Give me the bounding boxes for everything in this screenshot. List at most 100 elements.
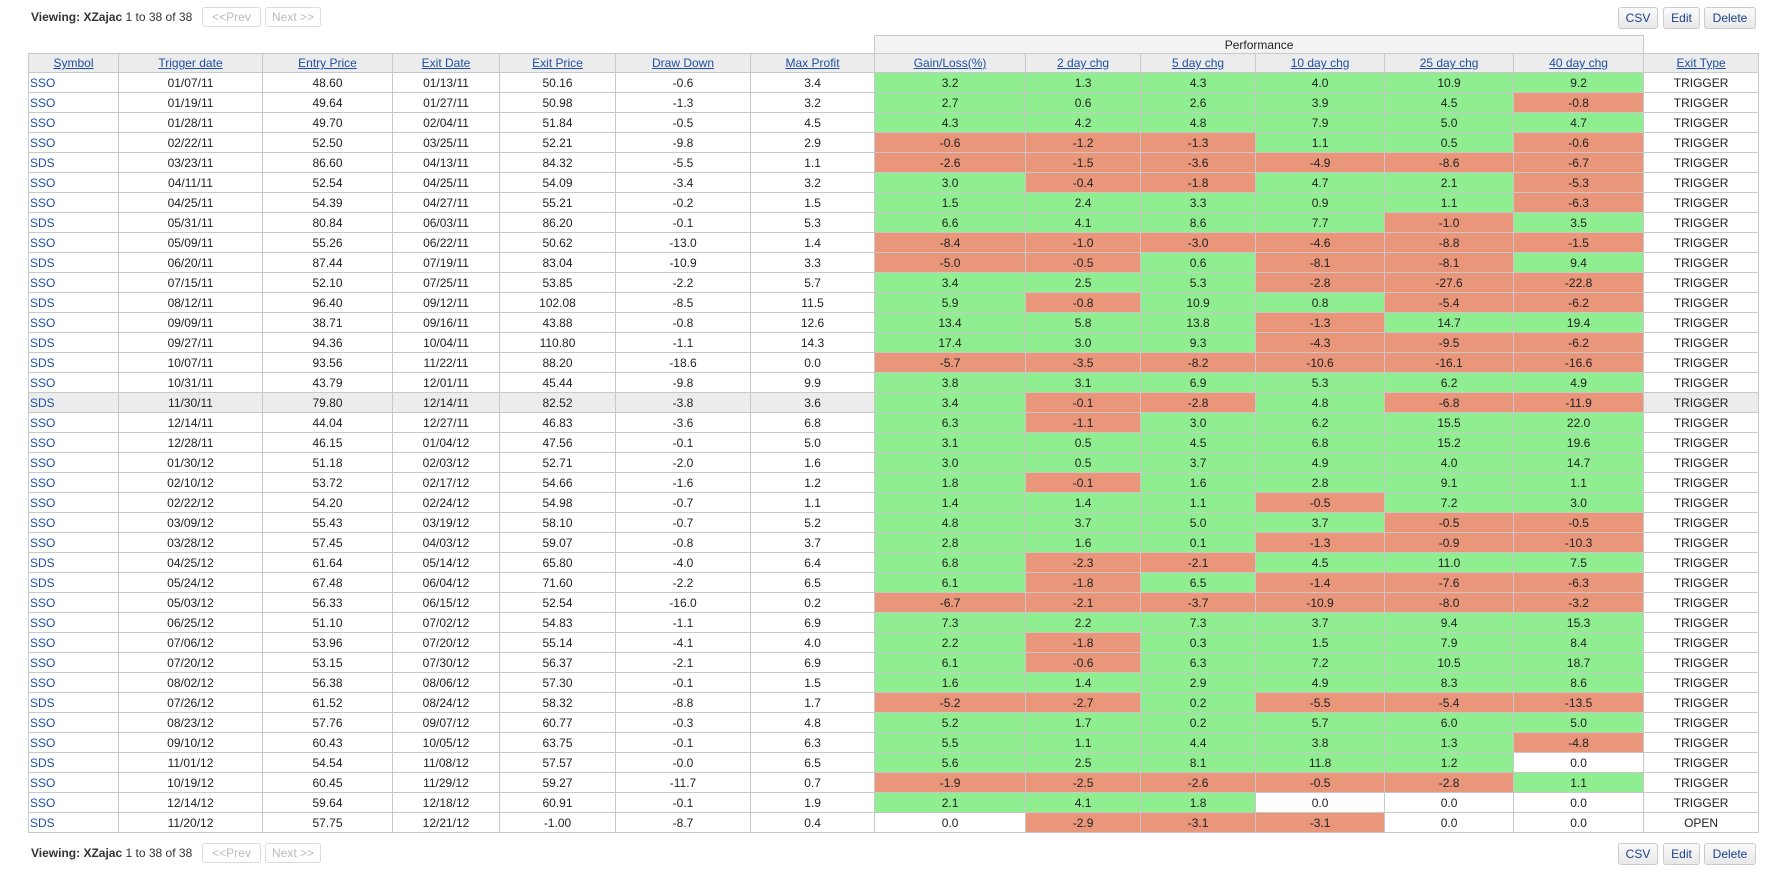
next-page-button-bottom[interactable]: Next >>: [265, 843, 321, 863]
symbol-link[interactable]: SSO: [28, 172, 119, 193]
column-header-draw-down[interactable]: Draw Down: [615, 53, 751, 73]
column-header-40-day-chg[interactable]: 40 day chg: [1513, 53, 1645, 73]
cell-trigger-date: 10/31/11: [118, 372, 263, 393]
column-header-exit-date[interactable]: Exit Date: [392, 53, 500, 73]
column-header-25-day-chg[interactable]: 25 day chg: [1384, 53, 1515, 73]
cell-5-day-chg: 0.2: [1140, 712, 1257, 733]
column-header-exit-price[interactable]: Exit Price: [499, 53, 616, 73]
cell-entry-price: 55.26: [262, 232, 393, 253]
cell-exit-date: 08/24/12: [392, 692, 500, 713]
cell-5-day-chg: 4.5: [1140, 432, 1257, 453]
table-row: SDS 11/30/11 79.80 12/14/11 82.52 -3.8 3.6 3.4-…: [28, 392, 1760, 413]
edit-button-bottom[interactable]: Edit: [1663, 843, 1700, 865]
cell-gain-loss: 6.1: [874, 572, 1027, 593]
table-row: SSO 02/10/12 53.72 02/17/12 54.66 -1.6 1.2 1.8-…: [28, 472, 1760, 493]
symbol-link[interactable]: SDS: [28, 392, 119, 413]
symbol-link[interactable]: SSO: [28, 192, 119, 213]
symbol-link[interactable]: SSO: [28, 372, 119, 393]
symbol-link[interactable]: SSO: [28, 272, 119, 293]
symbol-link[interactable]: SSO: [28, 412, 119, 433]
symbol-link[interactable]: SSO: [28, 512, 119, 533]
cell-exit-date: 01/27/11: [392, 92, 500, 113]
symbol-link[interactable]: SSO: [28, 672, 119, 693]
symbol-link[interactable]: SSO: [28, 632, 119, 653]
cell-entry-price: 57.45: [262, 532, 393, 553]
symbol-link[interactable]: SDS: [28, 152, 119, 173]
symbol-link[interactable]: SSO: [28, 312, 119, 333]
column-header-2-day-chg[interactable]: 2 day chg: [1025, 53, 1142, 73]
column-header-exit-type[interactable]: Exit Type: [1643, 53, 1760, 73]
symbol-link[interactable]: SSO: [28, 612, 119, 633]
delete-button[interactable]: Delete: [1704, 7, 1756, 29]
cell-draw-down: -2.1: [615, 652, 751, 673]
symbol-link[interactable]: SSO: [28, 132, 119, 153]
symbol-link[interactable]: SSO: [28, 472, 119, 493]
cell-trigger-date: 03/28/12: [118, 532, 263, 553]
delete-button-bottom[interactable]: Delete: [1704, 843, 1756, 865]
symbol-link[interactable]: SSO: [28, 712, 119, 733]
cell-exit-date: 07/19/11: [392, 252, 500, 273]
cell-trigger-date: 02/10/12: [118, 472, 263, 493]
symbol-link[interactable]: SSO: [28, 492, 119, 513]
column-header-entry-price[interactable]: Entry Price: [262, 53, 393, 73]
symbol-link[interactable]: SDS: [28, 332, 119, 353]
cell-10-day-chg: 4.8: [1255, 392, 1386, 413]
symbol-link[interactable]: SDS: [28, 292, 119, 313]
symbol-link[interactable]: SSO: [28, 92, 119, 113]
prev-page-button-bottom[interactable]: <<Prev: [202, 843, 261, 863]
symbol-link[interactable]: SDS: [28, 352, 119, 373]
next-page-button[interactable]: Next >>: [265, 7, 321, 27]
cell-10-day-chg: -1.4: [1255, 572, 1386, 593]
column-header-trigger-date[interactable]: Trigger date: [118, 53, 263, 73]
symbol-link[interactable]: SSO: [28, 232, 119, 253]
cell-draw-down: -0.8: [615, 312, 751, 333]
symbol-link[interactable]: SSO: [28, 432, 119, 453]
column-header-gain-loss[interactable]: Gain/Loss(%): [874, 53, 1027, 73]
cell-10-day-chg: 4.7: [1255, 172, 1386, 193]
column-header-10-day-chg[interactable]: 10 day chg: [1255, 53, 1386, 73]
column-header-max-profit[interactable]: Max Profit: [749, 53, 876, 73]
cell-entry-price: 96.40: [262, 292, 393, 313]
symbol-link[interactable]: SSO: [28, 772, 119, 793]
cell-2-day-chg: 3.1: [1025, 372, 1142, 393]
symbol-link[interactable]: SSO: [28, 72, 119, 93]
symbol-link[interactable]: SDS: [28, 572, 119, 593]
symbol-link[interactable]: SDS: [28, 252, 119, 273]
cell-trigger-date: 07/20/12: [118, 652, 263, 673]
symbol-link[interactable]: SSO: [28, 792, 119, 813]
symbol-link[interactable]: SDS: [28, 692, 119, 713]
cell-2-day-chg: -1.8: [1025, 632, 1142, 653]
symbol-link[interactable]: SSO: [28, 532, 119, 553]
cell-entry-price: 52.10: [262, 272, 393, 293]
cell-5-day-chg: 2.6: [1140, 92, 1257, 113]
cell-exit-price: 54.66: [499, 472, 616, 493]
cell-10-day-chg: 11.8: [1255, 752, 1386, 773]
column-header-symbol[interactable]: Symbol: [28, 53, 119, 73]
csv-export-button-bottom[interactable]: CSV: [1618, 843, 1658, 865]
cell-25-day-chg: 0.0: [1384, 792, 1515, 813]
symbol-link[interactable]: SDS: [28, 212, 119, 233]
cell-draw-down: -10.9: [615, 252, 751, 273]
column-header-5-day-chg[interactable]: 5 day chg: [1140, 53, 1257, 73]
cell-exit-date: 06/04/12: [392, 572, 500, 593]
cell-exit-price: 52.21: [499, 132, 616, 153]
symbol-link[interactable]: SDS: [28, 552, 119, 573]
symbol-link[interactable]: SDS: [28, 752, 119, 773]
symbol-link[interactable]: SSO: [28, 652, 119, 673]
prev-page-button[interactable]: <<Prev: [202, 7, 261, 27]
cell-40-day-chg: 8.4: [1513, 632, 1645, 653]
symbol-link[interactable]: SDS: [28, 812, 119, 833]
csv-export-button[interactable]: CSV: [1618, 7, 1658, 29]
symbol-link[interactable]: SSO: [28, 732, 119, 753]
symbol-link[interactable]: SSO: [28, 112, 119, 133]
symbol-link[interactable]: SSO: [28, 452, 119, 473]
cell-25-day-chg: 1.2: [1384, 752, 1515, 773]
cell-exit-date: 07/25/11: [392, 272, 500, 293]
cell-gain-loss: 1.6: [874, 672, 1027, 693]
cell-40-day-chg: 8.6: [1513, 672, 1645, 693]
symbol-link[interactable]: SSO: [28, 592, 119, 613]
cell-max-profit: 0.4: [749, 812, 876, 833]
cell-2-day-chg: 1.3: [1025, 72, 1142, 93]
edit-button[interactable]: Edit: [1663, 7, 1700, 29]
cell-2-day-chg: 4.1: [1025, 792, 1142, 813]
